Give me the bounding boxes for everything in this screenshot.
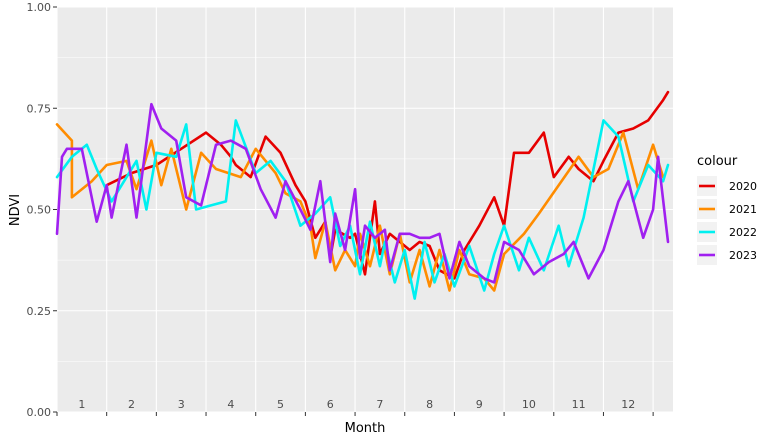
month-label: 6 bbox=[327, 398, 334, 411]
y-tick-label: 0.25 bbox=[27, 305, 52, 318]
x-axis: 1 2 3 4 5 6 7 8 9 10 11 12 bbox=[56, 398, 654, 416]
y-tick-label: 0.50 bbox=[27, 204, 52, 217]
y-tick-label: 1.00 bbox=[27, 1, 52, 14]
legend-label-2023: 2023 bbox=[729, 249, 757, 262]
month-label: 1 bbox=[78, 398, 85, 411]
y-axis-title: NDVI bbox=[8, 194, 23, 226]
month-label: 2 bbox=[128, 398, 135, 411]
series-line-2021 bbox=[55, 123, 665, 292]
y-tick-label: 0.00 bbox=[27, 406, 52, 419]
y-tick-label: 0.75 bbox=[27, 102, 52, 115]
month-label: 12 bbox=[621, 398, 635, 411]
month-label: 3 bbox=[178, 398, 185, 411]
x-axis-title: Month bbox=[345, 421, 386, 436]
month-label: 11 bbox=[572, 398, 586, 411]
month-label: 7 bbox=[376, 398, 383, 411]
series-lines bbox=[55, 90, 670, 300]
legend-label-2022: 2022 bbox=[729, 226, 757, 239]
month-label: 10 bbox=[522, 398, 536, 411]
legend-label-2021: 2021 bbox=[729, 203, 757, 216]
legend-title: colour bbox=[697, 154, 738, 169]
series-line-2022 bbox=[55, 119, 670, 300]
month-label: 9 bbox=[476, 398, 483, 411]
y-axis: 0.00 0.25 0.50 0.75 1.00 bbox=[27, 1, 57, 419]
legend-label-2020: 2020 bbox=[729, 180, 757, 193]
series-line-2023 bbox=[55, 102, 670, 284]
month-label: 4 bbox=[227, 398, 234, 411]
month-label: 5 bbox=[277, 398, 284, 411]
legend: colour 2020 2021 2022 2023 bbox=[697, 154, 757, 265]
month-label: 8 bbox=[426, 398, 433, 411]
